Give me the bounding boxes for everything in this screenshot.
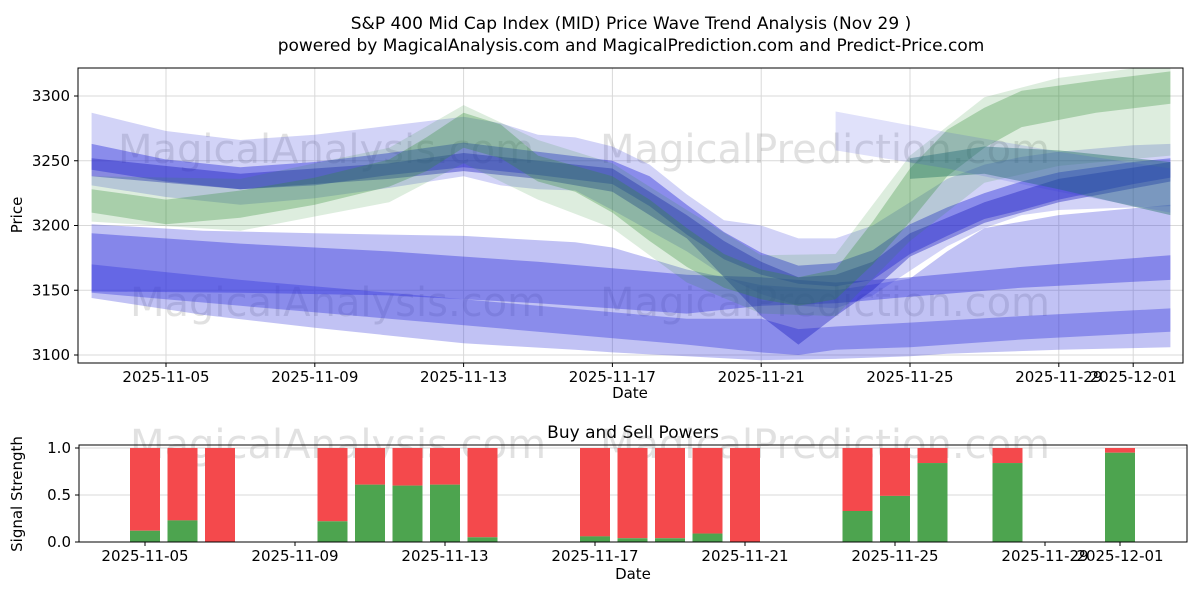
buy-bar-2025-11-17 (580, 536, 610, 542)
y-tick-label: 3200 (32, 217, 70, 235)
sell-bar-2025-12-01 (1105, 448, 1135, 453)
y-tick-label: 3150 (32, 281, 70, 299)
buy-bar-2025-12-01 (1105, 452, 1135, 542)
buy-bar-2025-11-06 (167, 520, 198, 542)
axis-ticks: 3300 3250 3200 3150 3100 2025-11-05 2025-11-09… (32, 87, 1177, 386)
x-tick-label: 2025-11-25 (851, 547, 938, 565)
buy-bar-2025-11-25 (880, 495, 910, 542)
plot-border (77, 67, 1184, 364)
buy-bar-2025-11-26 (917, 463, 948, 542)
sell-bar-2025-11-28 (992, 448, 1023, 463)
sell-bar-2025-11-12 (392, 448, 423, 486)
sell-bar-2025-11-26 (917, 448, 948, 463)
power-chart-title: Buy and Sell Powers (547, 423, 719, 443)
sell-bar-2025-11-18 (617, 448, 648, 539)
upper-outer-band (91, 112, 1171, 309)
sell-bar-2025-11-05 (130, 448, 160, 531)
sell-bar-2025-11-20 (692, 448, 723, 534)
x-tick-label: 2025-11-21 (718, 368, 805, 386)
watermark-text: MagicalPrediction.com (600, 127, 1050, 173)
y-tick-label: 3300 (32, 87, 70, 105)
x-tick-label: 2025-12-01 (1076, 547, 1163, 565)
x-tick-label: 2025-11-13 (401, 547, 488, 565)
sell-bar-2025-11-25 (880, 448, 910, 496)
x-tick-label: 2025-11-17 (569, 368, 656, 386)
watermark-text: MagicalAnalysis.com (118, 127, 534, 173)
sell-bar-2025-11-11 (355, 448, 385, 485)
buy-sell-powers-chart: MagicalAnalysis.com MagicalPrediction.com… (47, 422, 1188, 565)
plot-border (78, 444, 1188, 543)
x-tick-label: 2025-11-09 (251, 547, 338, 565)
watermark-text: MagicalAnalysis.com (130, 280, 546, 326)
x-tick-label: 2025-11-05 (122, 368, 209, 386)
x-tick-label: 2025-11-21 (701, 547, 788, 565)
gridlines (78, 68, 1183, 363)
buy-bar-2025-11-28 (992, 463, 1023, 542)
chart-subtitle: powered by MagicalAnalysis.com and Magic… (278, 36, 985, 56)
buy-bar-2025-11-13 (430, 484, 460, 542)
green-main-band (91, 71, 1171, 306)
watermark-text: MagicalPrediction.com (600, 280, 1050, 326)
upper-mid-band (91, 142, 1171, 287)
x-tick-label: 2025-11-05 (101, 547, 188, 565)
lower-mid-stripe (91, 233, 1171, 314)
price-axis-label: Price (8, 197, 26, 234)
sell-bar-2025-11-24 (842, 448, 873, 511)
price-wave-chart: MagicalAnalysis.com MagicalPrediction.com… (32, 67, 1184, 386)
buy-bar-2025-11-19 (655, 538, 685, 542)
lower-outer-band (91, 204, 1171, 361)
sell-bar-2025-11-07 (205, 448, 235, 542)
x-tick-label: 2025-11-13 (420, 368, 507, 386)
sell-bar-2025-11-21 (730, 448, 760, 542)
watermark-layer: MagicalAnalysis.com MagicalPrediction.com… (118, 127, 1050, 326)
buy-bar-2025-11-11 (355, 484, 385, 542)
buy-bar-2025-11-18 (617, 538, 648, 542)
top-date-axis-label: Date (612, 384, 648, 402)
y-tick-label: 0.0 (47, 533, 71, 551)
x-tick-label: 2025-12-01 (1090, 368, 1177, 386)
green-light-band (91, 68, 1171, 317)
x-tick-label: 2025-11-17 (551, 547, 638, 565)
sell-bar-2025-11-06 (167, 448, 198, 521)
y-tick-label: 1.0 (47, 439, 71, 457)
sell-bar-2025-11-13 (430, 448, 460, 485)
buy-bar-2025-11-12 (392, 485, 423, 542)
sell-bar-2025-11-19 (655, 448, 685, 539)
y-tick-label: 3100 (32, 346, 70, 364)
x-tick-label: 2025-11-29 (1001, 547, 1088, 565)
sell-bar-2025-11-14 (467, 448, 498, 538)
x-tick-label: 2025-11-25 (866, 368, 953, 386)
sell-bar-2025-11-10 (317, 448, 348, 522)
buy-bar-2025-11-05 (130, 530, 160, 542)
x-tick-label: 2025-11-09 (271, 368, 358, 386)
buy-bar-2025-11-14 (467, 537, 498, 542)
upper-core-band (91, 153, 1171, 345)
chart-title: S&P 400 Mid Cap Index (MID) Price Wave T… (351, 14, 911, 34)
buy-bar-2025-11-10 (317, 521, 348, 542)
axis-ticks: 1.0 0.5 0.0 2025-11-05 2025-11-09 2025-11-13 2… (47, 439, 1163, 565)
sell-bar-2025-11-17 (580, 448, 610, 537)
green-teal-band (910, 146, 1171, 216)
lower-low-stripe (91, 264, 1171, 355)
buy-bar-2025-11-20 (692, 533, 723, 542)
bars (130, 448, 1135, 542)
lavender-cross-band (835, 111, 1171, 213)
signal-strength-axis-label: Signal Strength (8, 436, 26, 552)
bottom-date-axis-label: Date (615, 565, 651, 583)
buy-bar-2025-11-24 (842, 510, 873, 542)
y-tick-label: 0.5 (47, 486, 71, 504)
x-tick-label: 2025-11-29 (1015, 368, 1102, 386)
wave-bands (91, 68, 1171, 361)
y-tick-label: 3250 (32, 152, 70, 170)
